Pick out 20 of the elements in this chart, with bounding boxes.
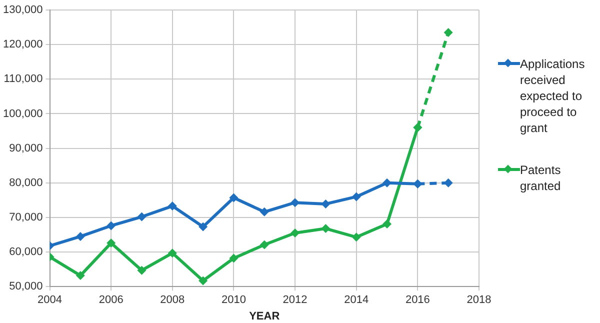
y-tick-label: 120,000	[2, 38, 43, 51]
y-tick-label: 110,000	[4, 73, 43, 86]
x-tick-label: 2006	[98, 294, 124, 306]
y-tick-label: 90,000	[9, 142, 43, 154]
x-tick-label: 2016	[405, 294, 430, 306]
x-tick-label: 2014	[344, 294, 369, 306]
x-tick-label: 2018	[466, 294, 492, 306]
x-tick-label: 2004	[38, 294, 62, 306]
y-tick-label: 100,000	[2, 108, 43, 120]
x-tick-label: 2012	[282, 294, 308, 306]
y-tick-label: 50,000	[9, 280, 43, 293]
x-tick-label: 2008	[160, 294, 185, 306]
y-tick-label: 80,000	[9, 176, 43, 189]
y-tick-label: 130,000	[2, 4, 43, 16]
x-axis-title: YEAR	[249, 310, 280, 322]
legend-label: Applications received expected to proceed to grant	[520, 57, 585, 135]
y-tick-label: 60,000	[9, 246, 43, 258]
y-tick-label: 70,000	[9, 211, 43, 224]
legend-label: Patents granted	[520, 163, 561, 193]
x-tick-label: 2010	[221, 294, 246, 306]
